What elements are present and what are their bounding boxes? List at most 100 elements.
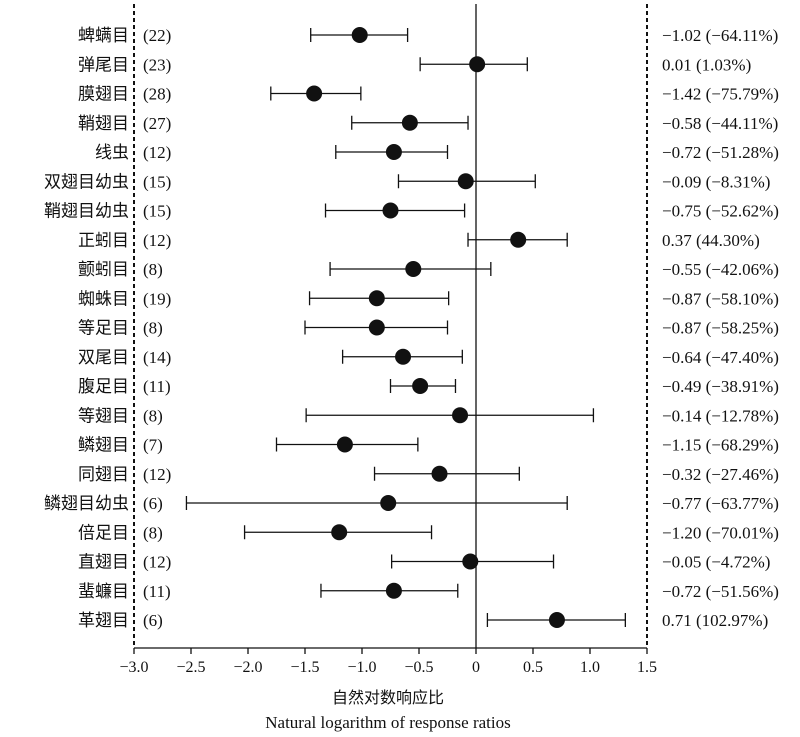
effect-point xyxy=(306,85,323,102)
x-tick-label: −1.0 xyxy=(347,659,376,676)
effect-value-label: 0.37 (44.30%) xyxy=(662,231,760,250)
effect-value-label: −1.42 (−75.79%) xyxy=(662,85,779,104)
forest-row: 鳞翅目 (7) −1.15 (−68.29%) xyxy=(78,436,779,456)
effect-value-label: −0.58 (−44.11%) xyxy=(662,114,778,133)
effect-value-label: −0.64 (−47.40%) xyxy=(662,348,779,367)
taxon-label: 直翅目 xyxy=(78,553,129,573)
forest-row: 鳞翅目幼虫 (6) −0.77 (−63.77%) xyxy=(44,494,779,514)
effect-value-label: −0.09 (−8.31%) xyxy=(662,172,770,191)
effect-point xyxy=(336,436,353,453)
effect-value-label: −1.02 (−64.11%) xyxy=(662,26,778,45)
taxon-label: 正蚓目 xyxy=(78,231,129,251)
sample-size-label: (8) xyxy=(143,260,163,279)
x-axis-label-cn: 自然对数响应比 xyxy=(332,688,444,707)
taxon-label: 同翅目 xyxy=(78,465,129,485)
taxon-label: 双尾目 xyxy=(78,348,129,368)
taxon-label: 颤蚓目 xyxy=(78,260,129,280)
forest-row: 蜚蠊目 (11) −0.72 (−51.56%) xyxy=(78,582,779,602)
taxon-label: 膜翅目 xyxy=(78,85,129,105)
effect-value-label: 0.71 (102.97%) xyxy=(662,611,768,630)
sample-size-label: (12) xyxy=(143,465,171,484)
sample-size-label: (6) xyxy=(143,494,163,513)
effect-point xyxy=(385,582,402,599)
effect-point xyxy=(351,27,368,43)
x-tick-label: −3.0 xyxy=(119,659,148,676)
taxon-label: 等足目 xyxy=(78,319,129,339)
taxon-label: 线虫 xyxy=(95,143,129,163)
x-tick-label: 0 xyxy=(472,659,480,676)
x-axis: −3.0 −2.5 −2.0 −1.5 −1.0 −0.5 0 0.5 1.0 1.5 xyxy=(119,647,657,676)
taxon-label: 鳞翅目幼虫 xyxy=(44,494,129,514)
sample-size-label: (11) xyxy=(143,582,171,601)
effect-point xyxy=(452,407,469,424)
effect-value-label: −0.49 (−38.91%) xyxy=(662,377,779,396)
effect-point xyxy=(382,202,399,219)
sample-size-label: (6) xyxy=(143,611,163,630)
sample-size-label: (8) xyxy=(143,406,163,425)
x-tick-label: 1.5 xyxy=(637,659,657,676)
effect-point xyxy=(368,319,385,336)
effect-value-label: −0.77 (−63.77%) xyxy=(662,494,779,513)
x-tick-label: 1.0 xyxy=(580,659,600,676)
effect-value-label: −0.87 (−58.10%) xyxy=(662,289,779,308)
taxon-label: 腹足目 xyxy=(78,377,129,397)
taxon-label: 蜘蛛目 xyxy=(78,289,129,309)
sample-size-label: (15) xyxy=(143,202,171,221)
x-tick-label: −2.5 xyxy=(176,659,205,676)
effect-value-label: −0.75 (−52.62%) xyxy=(662,202,779,221)
forest-row: 颤蚓目 (8) −0.55 (−42.06%) xyxy=(78,260,779,280)
x-tick-label: 0.5 xyxy=(523,659,543,676)
effect-value-label: −1.15 (−68.29%) xyxy=(662,436,779,455)
taxon-label: 倍足目 xyxy=(78,523,129,543)
x-tick-label: −1.5 xyxy=(290,659,319,676)
effect-value-label: −0.05 (−4.72%) xyxy=(662,553,770,572)
taxon-label: 双翅目幼虫 xyxy=(44,172,129,192)
taxon-label: 蜱螨目 xyxy=(78,26,129,46)
effect-point xyxy=(431,465,448,482)
sample-size-label: (12) xyxy=(143,231,171,250)
sample-size-label: (28) xyxy=(143,85,171,104)
effect-point xyxy=(469,56,486,73)
effect-value-label: −0.14 (−12.78%) xyxy=(662,406,779,425)
effect-point xyxy=(510,231,527,248)
effect-point xyxy=(380,495,397,511)
forest-row: 等翅目 (8) −0.14 (−12.78%) xyxy=(78,406,779,426)
sample-size-label: (7) xyxy=(143,436,163,455)
effect-point xyxy=(368,290,385,307)
effect-point xyxy=(401,114,418,131)
forest-row: 蜱螨目 (22) −1.02 (−64.11%) xyxy=(78,26,778,46)
sample-size-label: (23) xyxy=(143,55,171,74)
effect-point xyxy=(385,144,402,160)
sample-size-label: (11) xyxy=(143,377,171,396)
effect-point xyxy=(548,612,565,628)
effect-value-label: −0.72 (−51.28%) xyxy=(662,143,779,162)
effect-value-label: −0.72 (−51.56%) xyxy=(662,582,779,601)
forest-row: 弹尾目 (23) 0.01 (1.03%) xyxy=(78,55,751,75)
sample-size-label: (8) xyxy=(143,523,163,542)
sample-size-label: (15) xyxy=(143,172,171,191)
effect-value-label: −0.32 (−27.46%) xyxy=(662,465,779,484)
effect-point xyxy=(395,348,412,365)
forest-row: 等足目 (8) −0.87 (−58.25%) xyxy=(78,319,779,339)
effect-point xyxy=(462,553,479,570)
plot-frame xyxy=(133,4,648,648)
forest-row: 双尾目 (14) −0.64 (−47.40%) xyxy=(78,348,779,368)
forest-row: 同翅目 (12) −0.32 (−27.46%) xyxy=(78,465,779,485)
forest-row: 线虫 (12) −0.72 (−51.28%) xyxy=(95,143,779,163)
effect-value-label: −0.87 (−58.25%) xyxy=(662,319,779,338)
forest-row: 鞘翅目幼虫 (15) −0.75 (−52.62%) xyxy=(44,202,779,222)
effect-value-label: 0.01 (1.03%) xyxy=(662,55,751,74)
forest-row: 倍足目 (8) −1.20 (−70.01%) xyxy=(78,523,779,543)
x-tick-label: −2.0 xyxy=(233,659,262,676)
x-axis-label-en: Natural logarithm of response ratios xyxy=(265,713,511,732)
taxon-label: 鳞翅目 xyxy=(78,436,129,456)
taxon-label: 蜚蠊目 xyxy=(78,582,129,602)
effect-value-label: −0.55 (−42.06%) xyxy=(662,260,779,279)
effect-point xyxy=(405,261,422,277)
forest-rows: 蜱螨目 (22) −1.02 (−64.11%) 弹尾目 (23) 0.01 (1.03%… xyxy=(44,26,779,631)
forest-row: 腹足目 (11) −0.49 (−38.91%) xyxy=(78,377,779,397)
taxon-label: 革翅目 xyxy=(78,611,129,631)
sample-size-label: (8) xyxy=(143,319,163,338)
taxon-label: 弹尾目 xyxy=(78,55,129,75)
